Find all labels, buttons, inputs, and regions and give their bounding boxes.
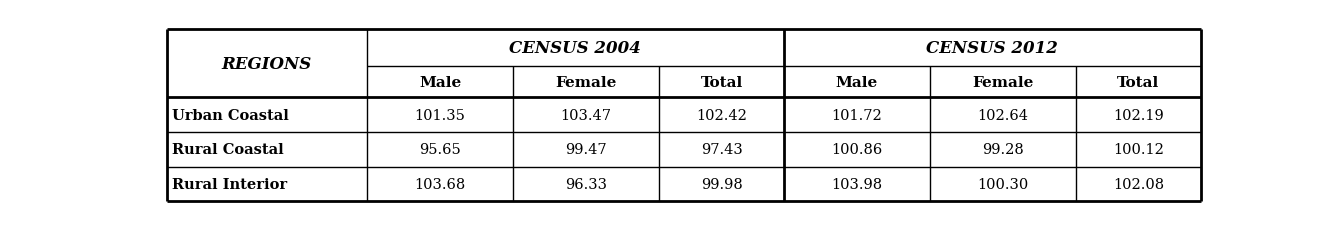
Text: 97.43: 97.43: [700, 143, 743, 157]
Text: 100.30: 100.30: [978, 177, 1029, 191]
Text: 96.33: 96.33: [566, 177, 607, 191]
Text: CENSUS 2004: CENSUS 2004: [510, 40, 642, 57]
Text: 101.72: 101.72: [831, 108, 882, 122]
Text: Rural Coastal: Rural Coastal: [172, 143, 284, 157]
Text: 100.12: 100.12: [1113, 143, 1163, 157]
Text: Female: Female: [555, 76, 616, 90]
Text: Male: Male: [836, 76, 878, 90]
Text: Female: Female: [972, 76, 1034, 90]
Text: 101.35: 101.35: [415, 108, 466, 122]
Text: Total: Total: [1118, 76, 1159, 90]
Text: Rural Interior: Rural Interior: [172, 177, 287, 191]
Text: Male: Male: [419, 76, 462, 90]
Text: 102.42: 102.42: [696, 108, 747, 122]
Text: 102.64: 102.64: [978, 108, 1029, 122]
Text: 103.47: 103.47: [560, 108, 612, 122]
Text: 102.19: 102.19: [1113, 108, 1163, 122]
Text: 95.65: 95.65: [419, 143, 462, 157]
Text: 99.47: 99.47: [566, 143, 607, 157]
Text: 99.28: 99.28: [982, 143, 1025, 157]
Text: 99.98: 99.98: [700, 177, 743, 191]
Text: REGIONS: REGIONS: [221, 56, 312, 73]
Text: CENSUS 2012: CENSUS 2012: [926, 40, 1058, 57]
Text: 102.08: 102.08: [1113, 177, 1163, 191]
Text: 103.98: 103.98: [831, 177, 883, 191]
Text: Total: Total: [700, 76, 743, 90]
Text: Urban Coastal: Urban Coastal: [172, 108, 288, 122]
Text: 103.68: 103.68: [415, 177, 466, 191]
Text: 100.86: 100.86: [831, 143, 883, 157]
